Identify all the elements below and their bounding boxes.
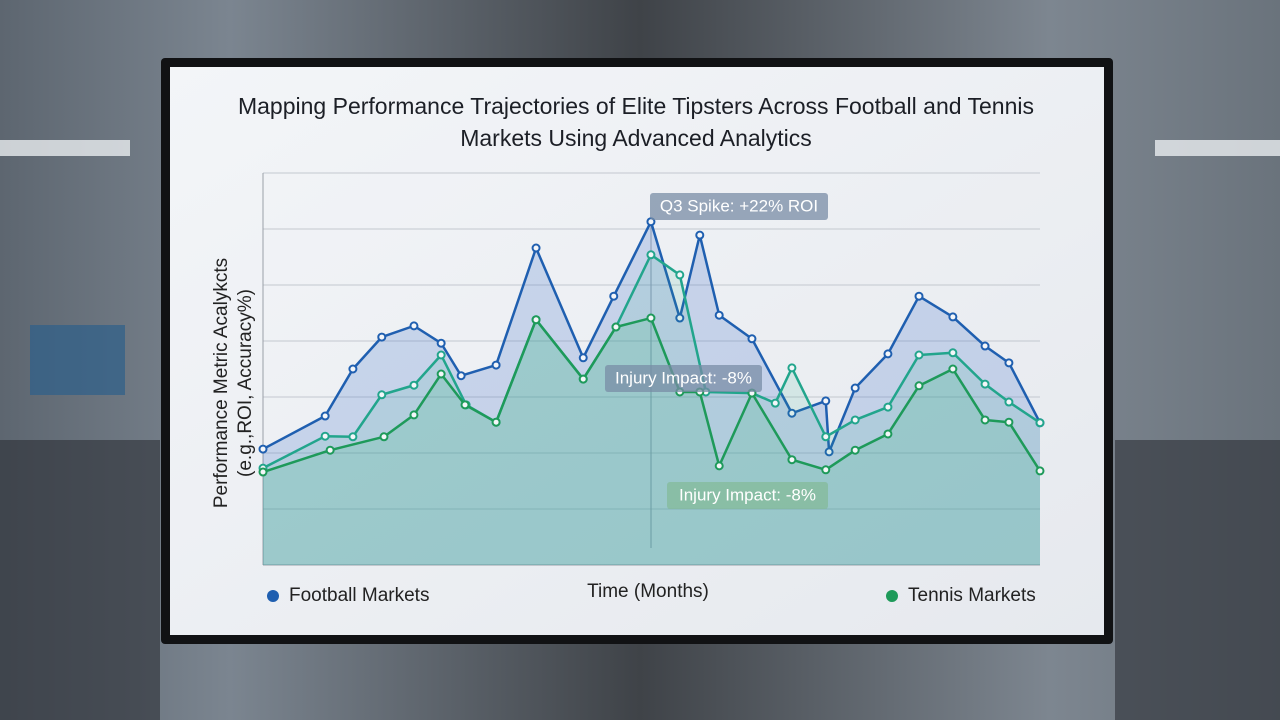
point xyxy=(1004,358,1014,368)
point xyxy=(491,417,501,427)
annotation: Q3 Spike: +22% ROI xyxy=(660,196,818,215)
point xyxy=(460,400,470,410)
point xyxy=(436,369,446,379)
point xyxy=(379,432,389,442)
point xyxy=(695,230,705,240)
annotation: Injury Impact: -8% xyxy=(615,368,752,387)
series-area xyxy=(263,254,1040,565)
point xyxy=(948,364,958,374)
point xyxy=(883,402,893,412)
point xyxy=(824,447,834,457)
point xyxy=(821,432,831,442)
point xyxy=(914,291,924,301)
ceiling-light xyxy=(0,140,130,156)
people-blur xyxy=(1115,440,1280,720)
chart-title: Mapping Performance Trajectories of Elit… xyxy=(237,93,1034,151)
point xyxy=(491,360,501,370)
point xyxy=(1035,418,1045,428)
legend-marker xyxy=(886,590,898,602)
point xyxy=(531,315,541,325)
wall-screen xyxy=(30,325,125,395)
point xyxy=(787,408,797,418)
point xyxy=(578,374,588,384)
ceiling-light xyxy=(1155,140,1280,156)
point xyxy=(578,353,588,363)
legend-marker xyxy=(267,590,279,602)
point xyxy=(611,322,621,332)
point xyxy=(609,291,619,301)
point xyxy=(787,363,797,373)
point xyxy=(646,313,656,323)
point xyxy=(948,312,958,322)
point xyxy=(714,310,724,320)
point xyxy=(320,431,330,441)
point xyxy=(914,381,924,391)
series-area xyxy=(263,221,1040,565)
point xyxy=(320,411,330,421)
point xyxy=(747,334,757,344)
legend-label: Tennis Markets xyxy=(908,585,1036,606)
point xyxy=(850,383,860,393)
point xyxy=(325,445,335,455)
annotation-box xyxy=(650,193,828,220)
point xyxy=(377,332,387,342)
point xyxy=(883,429,893,439)
point xyxy=(821,465,831,475)
point xyxy=(348,432,358,442)
point xyxy=(646,250,656,260)
annotation: Injury Impact: -8% xyxy=(679,485,816,504)
point xyxy=(377,390,387,400)
point xyxy=(436,350,446,360)
legend-label: Football Markets xyxy=(289,585,429,606)
y-axis-label: (e.g.,ROI, Accuracy%) xyxy=(235,289,256,477)
point xyxy=(436,338,446,348)
point xyxy=(914,350,924,360)
point xyxy=(980,415,990,425)
y-axis-label: Performance Metric Acalykcts xyxy=(211,258,232,508)
point xyxy=(409,410,419,420)
people-blur xyxy=(0,440,160,720)
annotation-box xyxy=(605,365,762,392)
point xyxy=(258,444,268,454)
point xyxy=(531,243,541,253)
point xyxy=(409,380,419,390)
point xyxy=(883,349,893,359)
point xyxy=(1004,417,1014,427)
x-axis-label: Time (Months) xyxy=(587,581,709,602)
point xyxy=(787,455,797,465)
point xyxy=(675,313,685,323)
point xyxy=(1004,397,1014,407)
point xyxy=(850,415,860,425)
point xyxy=(258,467,268,477)
series-area xyxy=(263,318,1040,565)
point xyxy=(948,348,958,358)
point xyxy=(821,396,831,406)
point xyxy=(675,270,685,280)
series-line xyxy=(262,220,1042,454)
point xyxy=(714,461,724,471)
annotation-box xyxy=(667,482,828,509)
point xyxy=(850,445,860,455)
point xyxy=(456,371,466,381)
point xyxy=(980,341,990,351)
point xyxy=(1035,466,1045,476)
point xyxy=(348,364,358,374)
screen xyxy=(170,67,1104,635)
point xyxy=(770,398,780,408)
point xyxy=(409,321,419,331)
point xyxy=(980,379,990,389)
